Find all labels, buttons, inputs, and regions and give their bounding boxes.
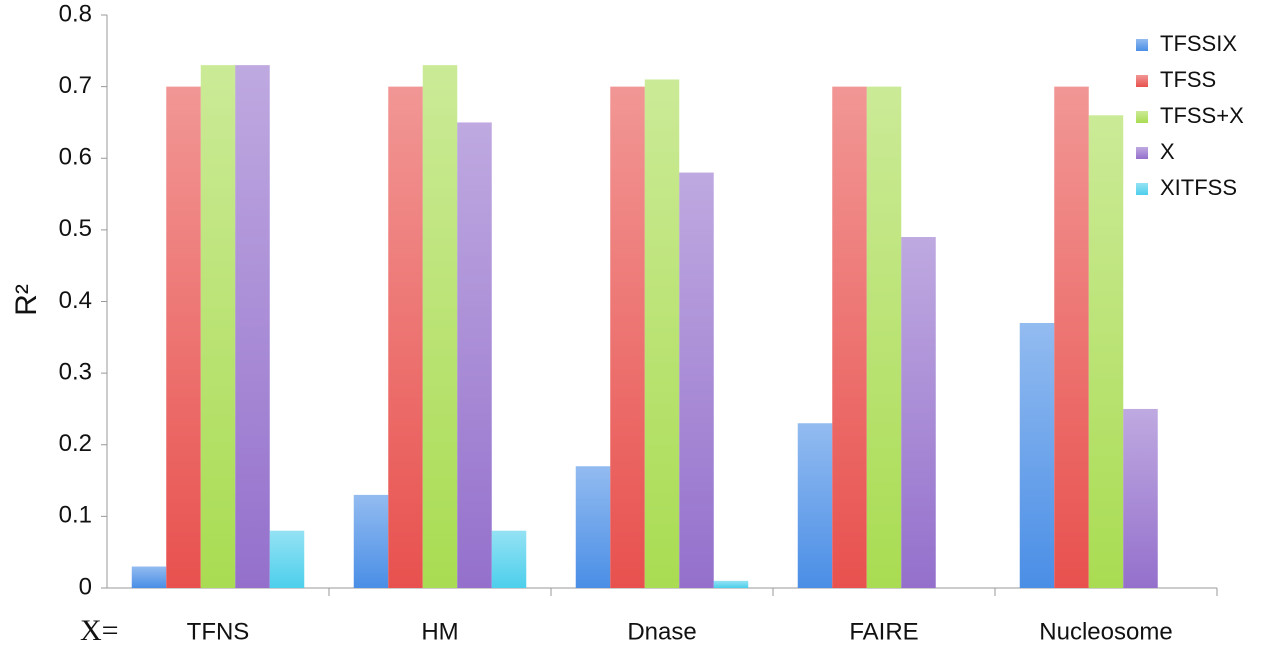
x-tick-label: Nucleosome: [1039, 618, 1172, 645]
x-tick-label: TFNS: [187, 618, 250, 645]
legend-label: TFSS: [1160, 67, 1216, 92]
bar: [797, 423, 833, 588]
y-tick-label: 0.2: [59, 430, 92, 457]
bar: [388, 86, 423, 588]
y-tick-label: 0: [79, 573, 92, 600]
x-axis-label: X=: [80, 614, 119, 647]
bar: [131, 566, 167, 588]
bar: [1054, 86, 1089, 588]
x-tick-label: Dnase: [627, 618, 696, 645]
legend-label: TFSSIX: [1160, 31, 1237, 56]
legend-swatch: [1136, 183, 1148, 195]
bar: [610, 86, 645, 588]
legend-swatch: [1136, 39, 1148, 51]
bar: [200, 65, 236, 588]
bar: [575, 466, 611, 588]
legend-label: X: [1160, 139, 1175, 164]
legend-swatch: [1136, 75, 1148, 87]
y-axis-label: R²: [10, 284, 43, 316]
bar: [1123, 408, 1158, 588]
bar: [353, 494, 389, 588]
bar: [422, 65, 458, 588]
legend-label: TFSS+X: [1160, 103, 1244, 128]
x-tick-label: FAIRE: [849, 618, 918, 645]
bar: [457, 122, 492, 588]
legend-swatch: [1136, 111, 1148, 123]
x-tick-label: HM: [421, 618, 458, 645]
y-tick-label: 0.4: [59, 287, 92, 314]
y-tick-label: 0.6: [59, 144, 92, 171]
bar: [166, 86, 201, 588]
bar: [644, 79, 680, 589]
y-tick-label: 0.3: [59, 358, 92, 385]
y-tick-label: 0.7: [59, 72, 92, 99]
y-tick-label: 0.5: [59, 215, 92, 242]
bar: [832, 86, 867, 588]
bar: [1088, 115, 1124, 589]
y-tick-label: 0.1: [59, 502, 92, 529]
bar: [713, 580, 749, 588]
y-tick-label: 0.8: [59, 0, 92, 27]
bar: [269, 530, 305, 588]
legend-label: XITFSS: [1160, 175, 1237, 200]
bar: [901, 237, 936, 588]
bar: [491, 530, 527, 588]
bar: [235, 65, 270, 588]
bar: [866, 86, 902, 588]
bar: [1019, 322, 1055, 588]
legend-swatch: [1136, 147, 1148, 159]
bar: [679, 172, 714, 588]
